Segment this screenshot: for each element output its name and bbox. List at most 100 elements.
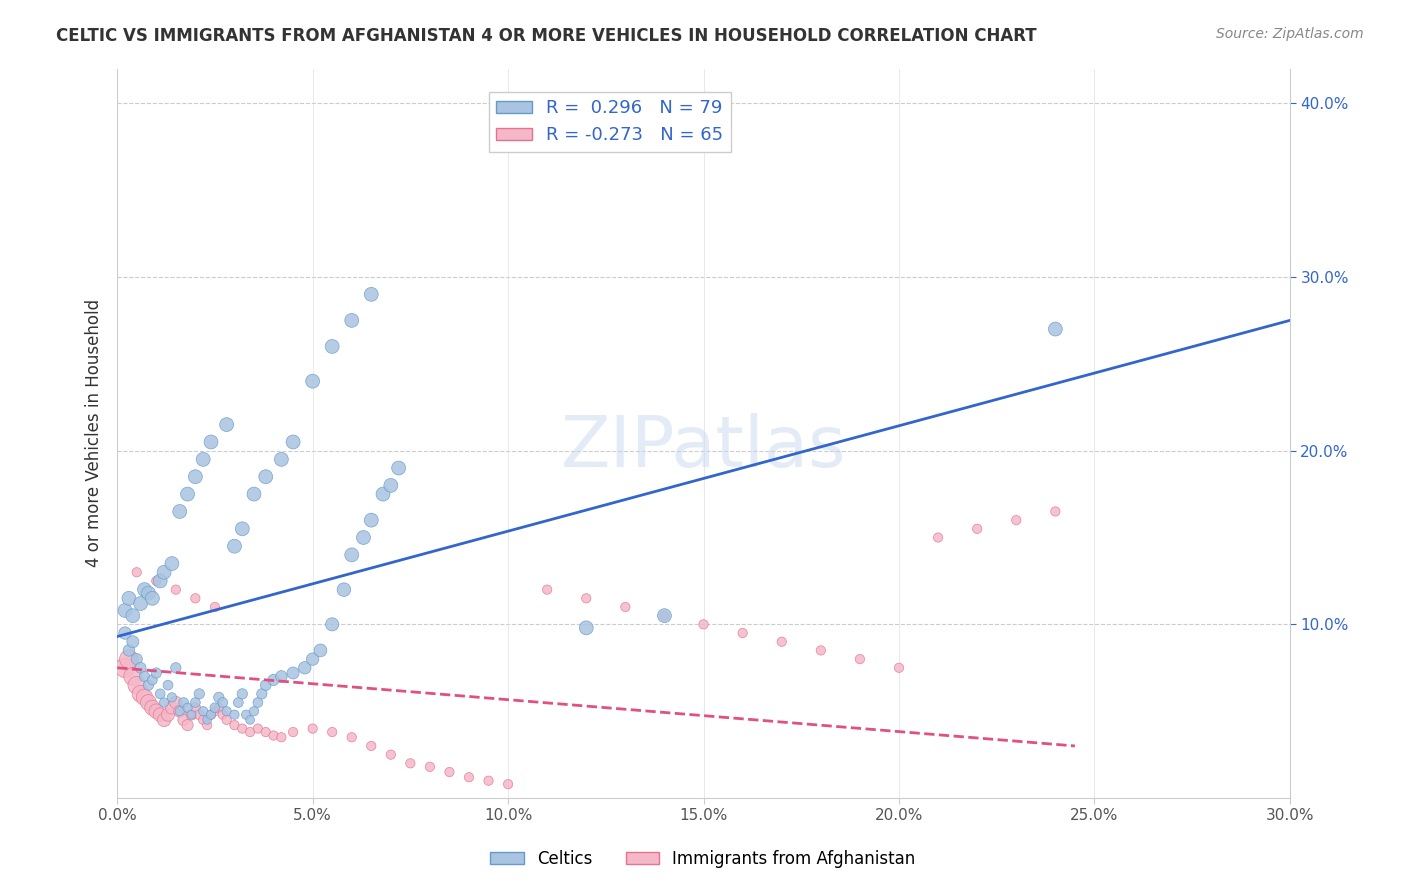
Point [145, 574, 167, 588]
Point [156, 707, 179, 722]
Point [160, 690, 183, 705]
Point [301, 374, 323, 388]
Text: ZIPatlas: ZIPatlas [561, 413, 846, 483]
Point [810, 643, 832, 657]
Point [254, 678, 277, 692]
Point [200, 434, 222, 449]
Point [204, 700, 226, 714]
Point [153, 713, 176, 727]
Point [927, 531, 949, 545]
Point [215, 713, 238, 727]
Point [770, 634, 793, 648]
Point [156, 678, 179, 692]
Point [496, 777, 519, 791]
Point [614, 599, 637, 614]
Point [849, 652, 872, 666]
Point [200, 707, 222, 722]
Point [340, 313, 363, 327]
Point [184, 696, 207, 710]
Point [173, 696, 195, 710]
Point [204, 704, 226, 718]
Point [321, 339, 343, 353]
Point [239, 713, 262, 727]
Point [114, 661, 136, 675]
Point [184, 700, 207, 714]
Point [176, 700, 198, 714]
Point [239, 725, 262, 739]
Point [380, 478, 402, 492]
Point [215, 704, 238, 718]
Point [419, 760, 441, 774]
Point [224, 707, 246, 722]
Point [246, 696, 269, 710]
Legend: R =  0.296   N = 79, R = -0.273   N = 65: R = 0.296 N = 79, R = -0.273 N = 65 [489, 92, 731, 152]
Point [149, 574, 172, 588]
Point [254, 469, 277, 483]
Point [134, 582, 156, 597]
Point [224, 718, 246, 732]
Point [235, 707, 257, 722]
Point [129, 661, 152, 675]
Point [121, 634, 143, 648]
Point [246, 722, 269, 736]
Point [692, 617, 714, 632]
Point [188, 707, 211, 722]
Point [1005, 513, 1028, 527]
Point [195, 718, 218, 732]
Point [165, 582, 187, 597]
Point [129, 597, 152, 611]
Point [321, 725, 343, 739]
Point [360, 739, 382, 753]
Point [281, 665, 304, 680]
Point [125, 678, 148, 692]
Point [160, 700, 183, 714]
Point [176, 718, 198, 732]
Point [439, 764, 461, 779]
Point [333, 582, 356, 597]
Point [180, 707, 202, 722]
Point [1045, 322, 1067, 336]
Point [270, 731, 292, 745]
Point [193, 452, 215, 467]
Point [160, 557, 183, 571]
Point [121, 608, 143, 623]
Point [731, 626, 754, 640]
Y-axis label: 4 or more Vehicles in Household: 4 or more Vehicles in Household [86, 299, 103, 567]
Point [114, 626, 136, 640]
Point [536, 582, 558, 597]
Point [145, 704, 167, 718]
Point [243, 704, 266, 718]
Point [340, 548, 363, 562]
Point [270, 669, 292, 683]
Point [125, 652, 148, 666]
Text: CELTIC VS IMMIGRANTS FROM AFGHANISTAN 4 OR MORE VEHICLES IN HOUSEHOLD CORRELATIO: CELTIC VS IMMIGRANTS FROM AFGHANISTAN 4 … [56, 27, 1036, 45]
Point [169, 704, 191, 718]
Point [231, 687, 253, 701]
Point [134, 690, 156, 705]
Point [458, 770, 481, 784]
Point [193, 713, 215, 727]
Point [309, 643, 332, 657]
Point [169, 504, 191, 518]
Point [263, 729, 285, 743]
Point [477, 773, 499, 788]
Point [204, 599, 226, 614]
Point [149, 687, 172, 701]
Point [149, 707, 172, 722]
Point [138, 678, 160, 692]
Point [118, 643, 141, 657]
Point [211, 707, 233, 722]
Point [224, 539, 246, 553]
Point [118, 652, 141, 666]
Point [208, 700, 231, 714]
Point [125, 566, 148, 580]
Point [165, 696, 187, 710]
Legend: Celtics, Immigrants from Afghanistan: Celtics, Immigrants from Afghanistan [484, 844, 922, 875]
Point [114, 603, 136, 617]
Point [887, 661, 910, 675]
Point [180, 707, 202, 722]
Point [270, 452, 292, 467]
Point [380, 747, 402, 762]
Point [250, 687, 273, 701]
Point [243, 487, 266, 501]
